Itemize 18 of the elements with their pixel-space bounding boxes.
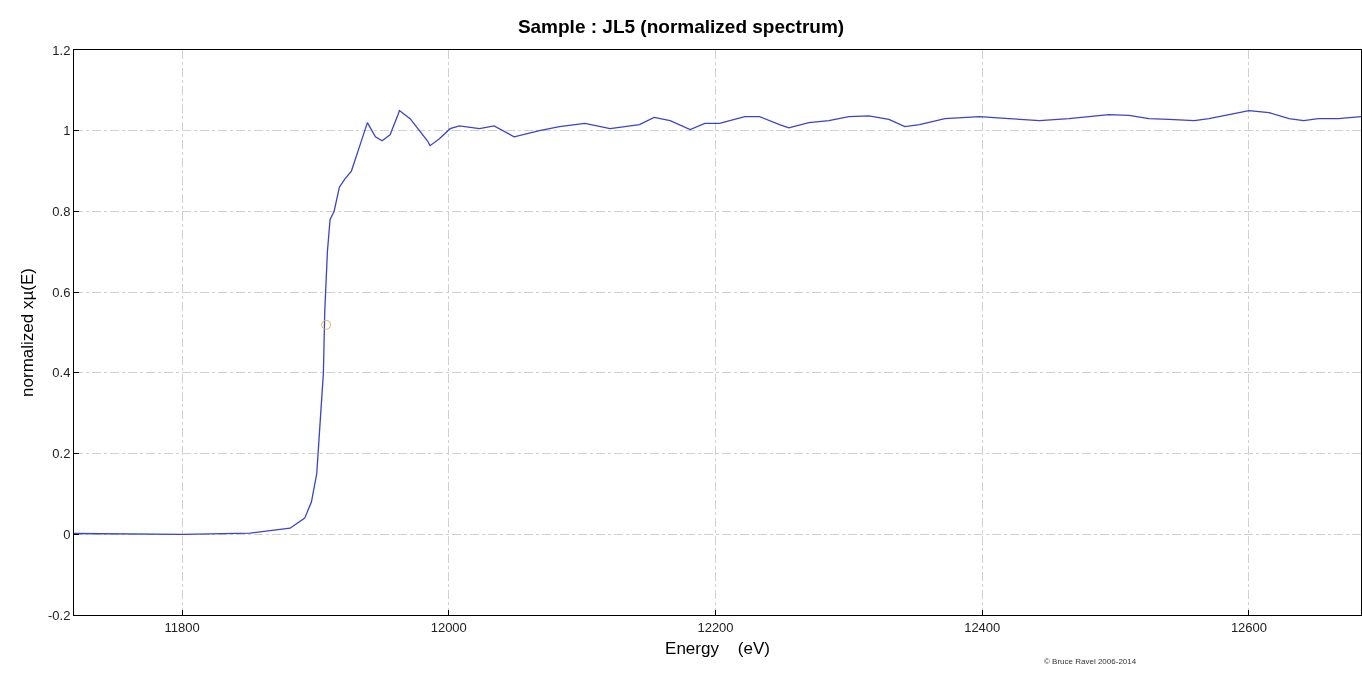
y-tick-label: 1.2 xyxy=(52,42,71,58)
y-tick-label: 0.2 xyxy=(52,446,71,462)
y-tick-label: -0.2 xyxy=(47,607,71,623)
line-series xyxy=(74,109,1361,535)
x-tick-label: 12600 xyxy=(1230,619,1268,635)
y-tick-label: 0.8 xyxy=(52,203,71,219)
y-tick-label: 0.4 xyxy=(52,365,71,381)
x-tick-label: 12400 xyxy=(964,619,1001,635)
y-tick-label: 1 xyxy=(63,123,71,139)
x-tick-label: 12200 xyxy=(697,619,734,635)
y-axis-title: normalized xµ(E) xyxy=(17,268,37,397)
y-tick-label: 0.6 xyxy=(52,284,71,300)
x-axis-title: Energy (eV) xyxy=(665,639,770,658)
x-tick-label: 11800 xyxy=(164,619,200,635)
text: © Bruce Ravel 2006-2014 xyxy=(1044,657,1137,666)
x-tick-label: 12000 xyxy=(430,619,467,635)
chart-title: Sample : JL5 (normalized spectrum) xyxy=(517,16,845,38)
y-tick-label: 0 xyxy=(63,526,71,542)
